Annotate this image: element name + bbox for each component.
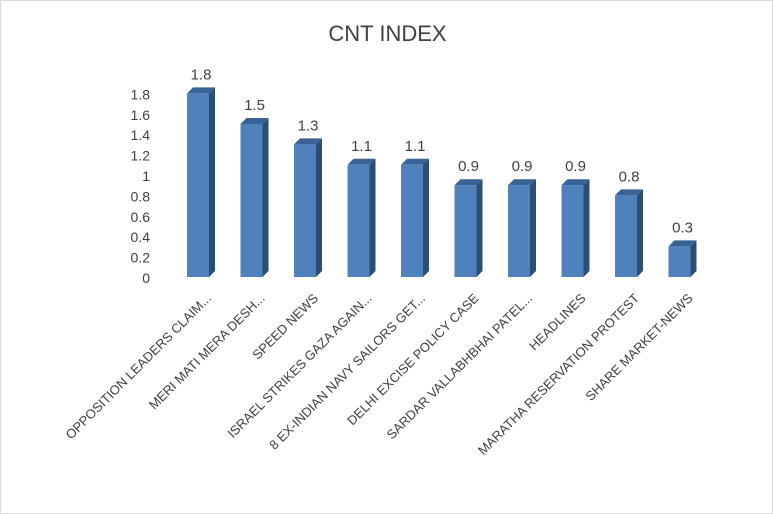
bar bbox=[187, 87, 215, 278]
bar-front bbox=[668, 246, 691, 277]
bar-front bbox=[454, 185, 477, 277]
bars bbox=[187, 87, 697, 278]
bar-side bbox=[583, 179, 590, 277]
bar-top bbox=[561, 179, 590, 186]
bar-top bbox=[454, 179, 483, 186]
bar-front bbox=[187, 93, 209, 278]
y-tick-label: 1 bbox=[142, 168, 150, 184]
bar-front bbox=[561, 185, 584, 277]
bar-value-label: 0.9 bbox=[458, 158, 479, 175]
bar-side bbox=[637, 189, 643, 277]
bar-value-label: 1.8 bbox=[191, 66, 212, 83]
y-tick-label: 0.2 bbox=[131, 250, 151, 266]
bar-side bbox=[530, 179, 536, 277]
bar-top bbox=[187, 87, 215, 94]
bar bbox=[401, 158, 429, 277]
y-axis: 0 0.2 0.4 0.6 0.8 1 1.2 1.4 1.6 1.8 bbox=[131, 86, 151, 286]
bar-side bbox=[476, 179, 483, 277]
bar-value-label: 0.8 bbox=[619, 168, 640, 185]
bar-front bbox=[347, 164, 370, 277]
bar-side bbox=[423, 158, 429, 277]
bar-side bbox=[262, 118, 269, 277]
y-tick-label: 1.6 bbox=[131, 107, 151, 123]
y-tick-label: 0.4 bbox=[131, 229, 151, 245]
bar-value-label: 1.3 bbox=[298, 117, 319, 134]
bar-value-label: 0.9 bbox=[565, 158, 586, 175]
bar-top bbox=[401, 158, 429, 165]
y-tick-label: 1.2 bbox=[131, 148, 151, 164]
bar-front bbox=[294, 144, 316, 277]
bar-value-label: 1.1 bbox=[405, 138, 426, 155]
bar-side bbox=[316, 138, 322, 277]
bar-top bbox=[347, 158, 376, 165]
x-tick-label: SHARE MARKET-NEWS bbox=[582, 290, 695, 403]
y-tick-label: 0.8 bbox=[131, 188, 151, 204]
y-tick-label: 0 bbox=[142, 270, 150, 286]
data-labels: 1.8 1.5 1.3 1.1 1.1 0.9 0.9 0.9 0.8 0.3 bbox=[191, 66, 693, 236]
bar-top bbox=[294, 138, 322, 145]
bar-top bbox=[668, 240, 697, 247]
bar-top bbox=[240, 118, 269, 124]
bar bbox=[454, 179, 483, 277]
bar bbox=[240, 118, 269, 277]
bar bbox=[508, 179, 536, 277]
bar bbox=[294, 138, 322, 277]
y-tick-label: 1.4 bbox=[131, 127, 151, 143]
bar bbox=[668, 240, 697, 277]
chart-title: CNT INDEX bbox=[328, 21, 447, 46]
y-tick-label: 1.8 bbox=[131, 86, 151, 102]
bar-top bbox=[615, 189, 643, 196]
bar-side bbox=[690, 240, 697, 277]
bar-front bbox=[401, 164, 423, 277]
bar-front bbox=[508, 185, 530, 277]
bar bbox=[347, 158, 376, 277]
bar bbox=[561, 179, 590, 277]
bar-value-label: 0.9 bbox=[512, 158, 533, 175]
bar-value-label: 1.1 bbox=[351, 138, 372, 155]
bar-value-label: 1.5 bbox=[244, 97, 265, 114]
bar bbox=[615, 189, 643, 277]
bar-top bbox=[508, 179, 536, 186]
bar-front bbox=[240, 124, 263, 277]
bar-side bbox=[369, 158, 376, 277]
bar-front bbox=[615, 195, 637, 277]
bar-side bbox=[209, 87, 215, 278]
y-tick-label: 0.6 bbox=[131, 209, 151, 225]
bar-value-label: 0.3 bbox=[672, 219, 693, 236]
x-axis: OPPOSITION LEADERS CLAIM...MERI MATI MER… bbox=[63, 290, 696, 457]
